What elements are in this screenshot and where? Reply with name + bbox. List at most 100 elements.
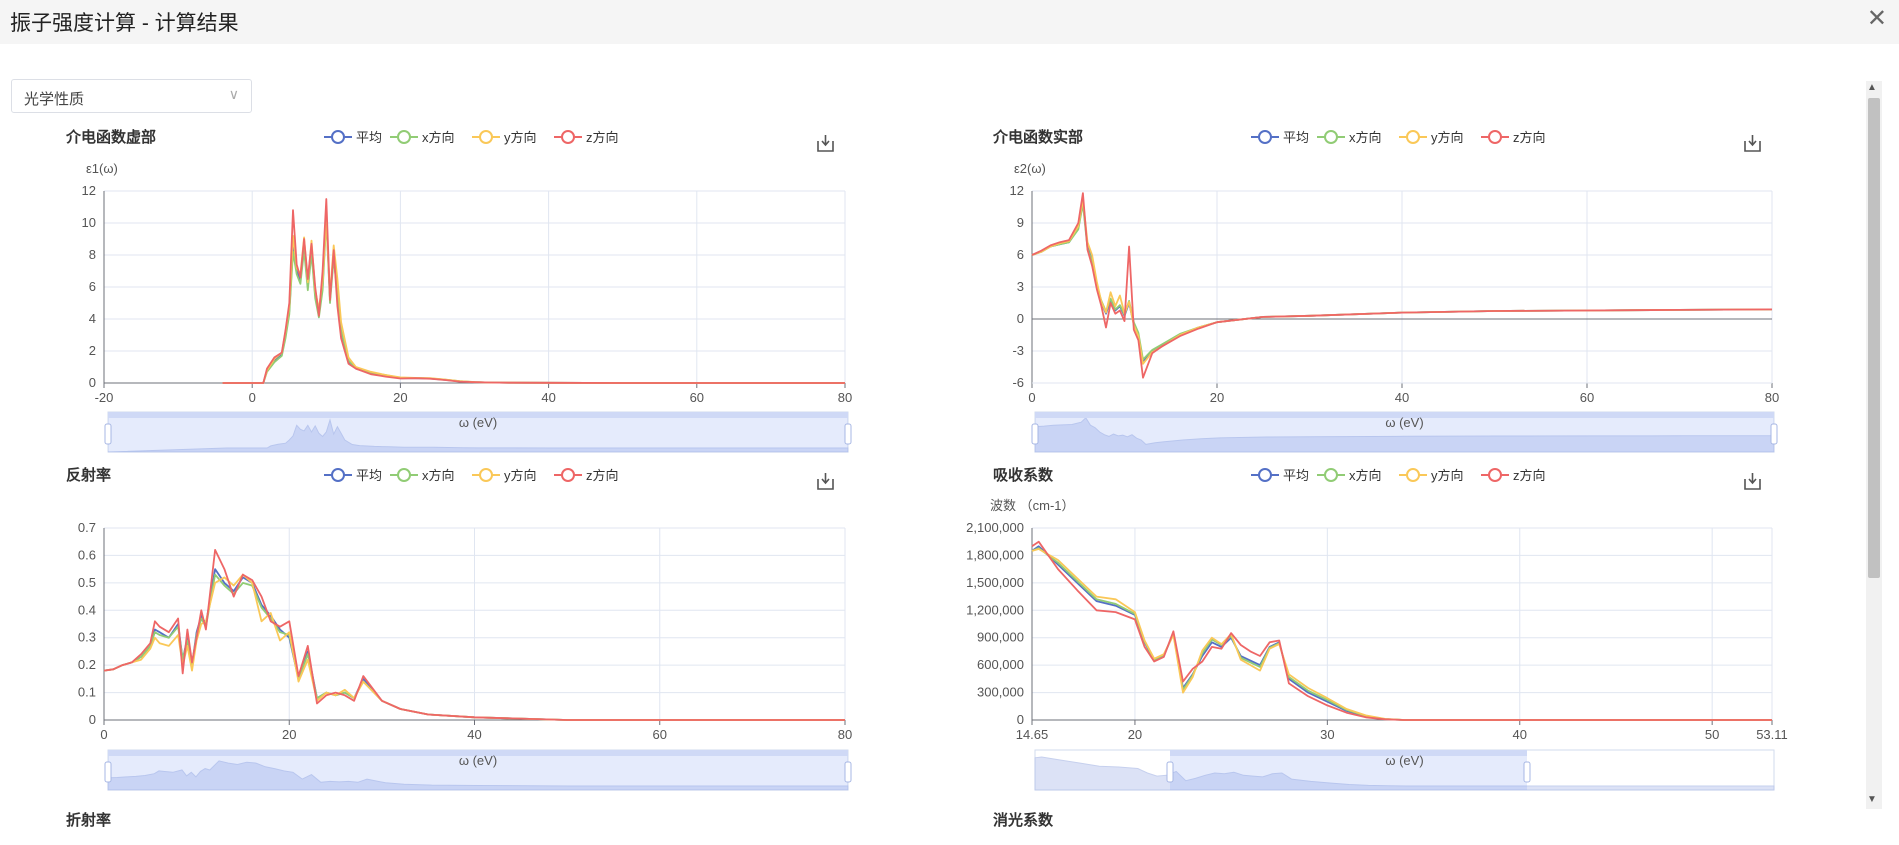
scroll-up-arrow[interactable]: ▲ xyxy=(1867,82,1877,93)
series-line-3 xyxy=(1031,548,1772,721)
y-tick-label: 6 xyxy=(1017,247,1024,262)
y-tick-label: 8 xyxy=(89,247,96,262)
y-tick-label: -3 xyxy=(1012,343,1024,358)
y-tick-label: 3 xyxy=(1017,279,1024,294)
y-tick-label: 900,000 xyxy=(977,630,1024,645)
legend-marker-icon xyxy=(561,468,575,482)
save-as-image-icon[interactable] xyxy=(1744,135,1761,152)
legend-label: z方向 xyxy=(586,468,619,483)
data-zoom-slider[interactable] xyxy=(1034,749,1775,791)
legend-label: z方向 xyxy=(586,130,619,145)
x-tick-label: 0 xyxy=(100,727,107,742)
save-icon-tray xyxy=(817,141,834,152)
legend-label: y方向 xyxy=(1431,130,1464,145)
series-line-4 xyxy=(103,549,845,721)
close-icon[interactable]: ✕ xyxy=(1866,5,1887,32)
zoom-handle[interactable] xyxy=(104,761,112,783)
data-zoom-slider[interactable] xyxy=(104,411,852,453)
y-tick-label: 1,500,000 xyxy=(966,575,1024,590)
chart-legend: 平均 x方向 y方向 z方向 xyxy=(1251,468,1546,483)
legend-marker-icon xyxy=(1406,130,1420,144)
y-tick-label: 0 xyxy=(89,375,96,390)
zoom-preview-area xyxy=(1034,756,1775,791)
y-tick-label: 600,000 xyxy=(977,657,1024,672)
legend-item: y方向 xyxy=(1399,130,1464,145)
chart-legend: 平均 x方向 y方向 z方向 xyxy=(1251,130,1546,145)
save-icon-arrow xyxy=(821,135,830,147)
legend-label: y方向 xyxy=(1431,468,1464,483)
zoom-handle[interactable] xyxy=(1770,423,1778,445)
series-line-2 xyxy=(222,218,845,384)
zoom-handle[interactable] xyxy=(1166,761,1174,783)
legend-label: 平均 xyxy=(1283,130,1309,145)
x-tick-label: 60 xyxy=(690,390,704,405)
x-tick-label: 20 xyxy=(282,727,296,742)
zoom-handle[interactable] xyxy=(1031,423,1039,445)
save-as-image-icon[interactable] xyxy=(817,135,834,152)
legend-marker-icon xyxy=(1258,468,1272,482)
legend-marker-icon xyxy=(397,130,411,144)
legend-marker-icon xyxy=(1488,468,1502,482)
y-tick-label: 12 xyxy=(1010,183,1024,198)
zoom-handle[interactable] xyxy=(844,761,852,783)
legend-marker-icon xyxy=(479,468,493,482)
save-icon-arrow xyxy=(1748,473,1757,485)
scrollbar-thumb[interactable] xyxy=(1868,98,1880,578)
zoom-handle[interactable] xyxy=(1523,761,1531,783)
zoom-handle[interactable] xyxy=(844,423,852,445)
legend-item: 平均 xyxy=(324,130,382,145)
x-tick-label: 30 xyxy=(1320,727,1334,742)
y-tick-label: 0.4 xyxy=(78,602,96,617)
zoom-top-bar xyxy=(108,412,848,418)
save-as-image-icon[interactable] xyxy=(817,473,834,490)
x-tick-label: 80 xyxy=(1765,390,1779,405)
property-select[interactable]: 光学性质 ∨ xyxy=(11,79,252,113)
legend-item: x方向 xyxy=(390,468,455,483)
legend-marker-icon xyxy=(331,130,345,144)
save-as-image-icon[interactable] xyxy=(1744,473,1761,490)
x-tick-label: 14.65 xyxy=(1016,727,1049,742)
title-bar: 振子强度计算 - 计算结果 ✕ xyxy=(0,0,1899,44)
zoom-preview-area xyxy=(107,760,849,791)
y-tick-label: 0 xyxy=(1017,311,1024,326)
legend-marker-icon xyxy=(1258,130,1272,144)
legend-item: z方向 xyxy=(554,130,619,145)
y-tick-label: 300,000 xyxy=(977,685,1024,700)
x-axis-name: ω (eV) xyxy=(459,753,497,768)
save-icon-arrow xyxy=(821,473,830,485)
y-tick-label: -6 xyxy=(1012,375,1024,390)
chart-title: 介电函数实部 xyxy=(992,128,1083,146)
data-zoom-slider[interactable] xyxy=(104,749,852,791)
save-icon-arrow xyxy=(1748,135,1757,147)
save-icon-tray xyxy=(1744,141,1761,152)
x-tick-label: 40 xyxy=(1513,727,1527,742)
series-line-4 xyxy=(1031,540,1772,721)
x-tick-label: 40 xyxy=(541,390,555,405)
legend-label: x方向 xyxy=(422,130,455,145)
y-tick-label: 4 xyxy=(89,311,96,326)
zoom-handle[interactable] xyxy=(104,423,112,445)
scroll-down-arrow[interactable]: ▼ xyxy=(1867,794,1877,805)
legend-item: x方向 xyxy=(1317,468,1382,483)
legend-marker-icon xyxy=(1324,130,1338,144)
zoom-top-bar xyxy=(1170,750,1527,756)
legend-label: z方向 xyxy=(1513,468,1546,483)
y-tick-label: 10 xyxy=(82,215,96,230)
x-tick-label: 20 xyxy=(1128,727,1142,742)
legend-item: 平均 xyxy=(324,468,382,483)
legend-item: 平均 xyxy=(1251,468,1309,483)
legend-item: z方向 xyxy=(1481,468,1546,483)
legend-label: y方向 xyxy=(504,130,537,145)
x-tick-label: 0 xyxy=(1028,390,1035,405)
legend-label: x方向 xyxy=(422,468,455,483)
y-tick-label: 0.6 xyxy=(78,547,96,562)
legend-item: y方向 xyxy=(1399,468,1464,483)
y-tick-label: 0.1 xyxy=(78,685,96,700)
legend-marker-icon xyxy=(1406,468,1420,482)
data-zoom-slider[interactable] xyxy=(1031,411,1778,453)
chart-title-partial: 消光系数 xyxy=(993,811,1054,829)
series-line-3 xyxy=(103,573,845,721)
zoom-selected-range xyxy=(108,750,848,790)
x-tick-label: 20 xyxy=(393,390,407,405)
